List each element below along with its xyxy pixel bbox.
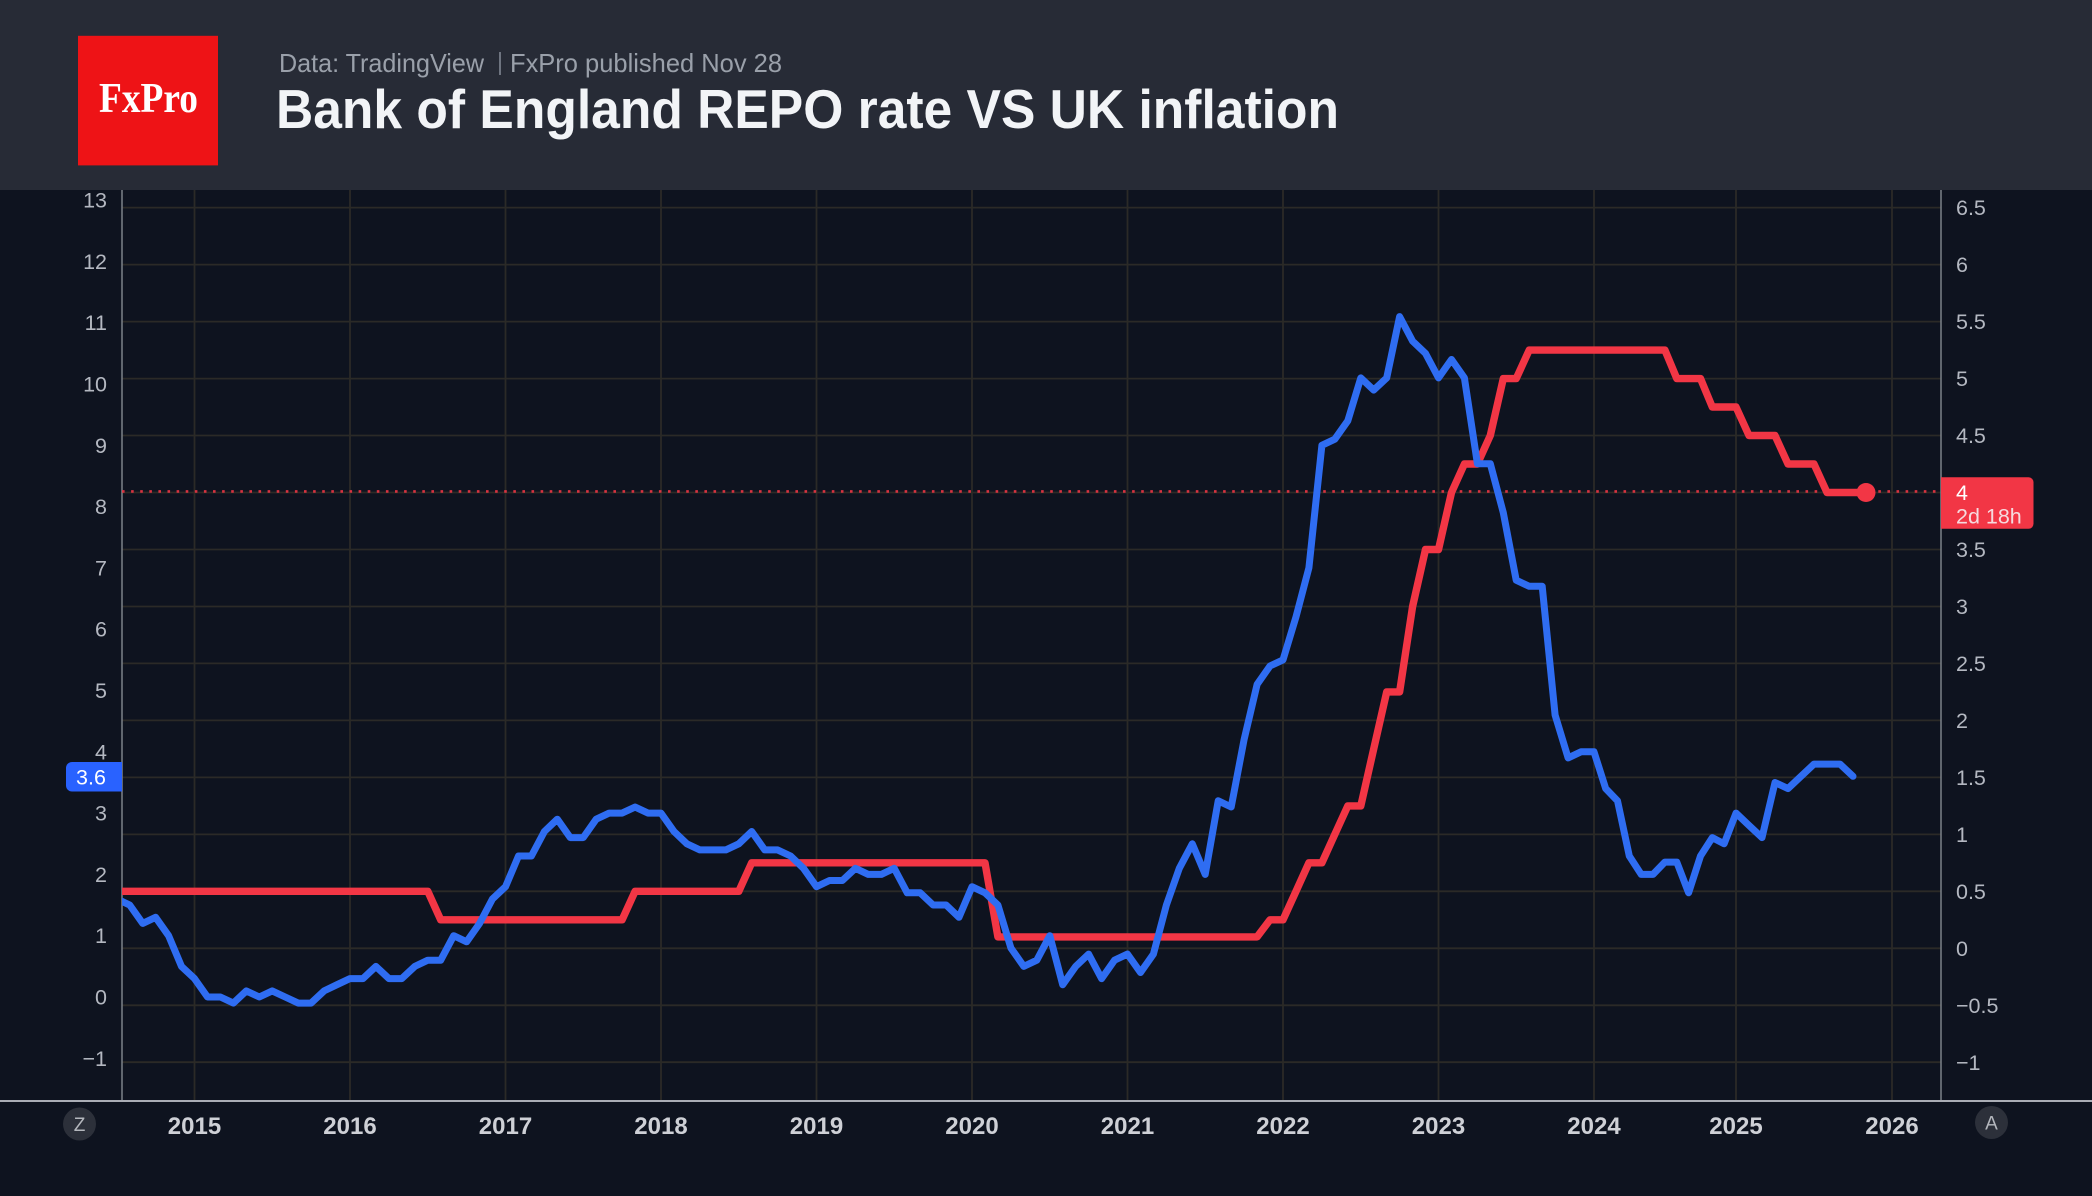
svg-text:−1: −1 xyxy=(1956,1051,1981,1075)
svg-text:6: 6 xyxy=(1956,253,1968,277)
svg-text:2022: 2022 xyxy=(1256,1113,1309,1140)
svg-text:2d 18h: 2d 18h xyxy=(1956,505,2022,529)
svg-text:4: 4 xyxy=(95,740,107,764)
svg-text:FxPro published Nov 28: FxPro published Nov 28 xyxy=(510,48,782,78)
svg-text:A: A xyxy=(1985,1114,1998,1135)
svg-text:4.5: 4.5 xyxy=(1956,424,1986,448)
svg-text:1.5: 1.5 xyxy=(1956,766,1986,790)
svg-text:0.5: 0.5 xyxy=(1956,880,1986,904)
svg-text:13: 13 xyxy=(83,189,107,213)
svg-text:5.5: 5.5 xyxy=(1956,310,1986,334)
svg-text:3: 3 xyxy=(1956,595,1968,619)
svg-text:8: 8 xyxy=(95,495,107,519)
svg-text:2.5: 2.5 xyxy=(1956,652,1986,676)
svg-text:Z: Z xyxy=(74,1115,86,1136)
svg-text:3.5: 3.5 xyxy=(1956,538,1986,562)
svg-text:2026: 2026 xyxy=(1865,1113,1918,1140)
svg-text:2016: 2016 xyxy=(323,1113,376,1140)
svg-text:2: 2 xyxy=(1956,709,1968,733)
svg-text:2023: 2023 xyxy=(1412,1113,1465,1140)
svg-text:3.6: 3.6 xyxy=(76,765,106,789)
svg-text:Bank of England REPO rate VS U: Bank of England REPO rate VS UK inflatio… xyxy=(276,79,1339,140)
svg-text:2017: 2017 xyxy=(479,1113,532,1140)
svg-text:6.5: 6.5 xyxy=(1956,196,1986,220)
svg-text:4: 4 xyxy=(1956,481,1968,505)
svg-text:6: 6 xyxy=(95,618,107,642)
svg-text:1: 1 xyxy=(95,924,107,948)
svg-text:2024: 2024 xyxy=(1567,1113,1621,1140)
svg-text:2025: 2025 xyxy=(1709,1113,1762,1140)
svg-text:1: 1 xyxy=(1956,823,1968,847)
svg-text:−0.5: −0.5 xyxy=(1956,994,1998,1018)
svg-text:5: 5 xyxy=(95,679,107,703)
svg-text:3: 3 xyxy=(95,802,107,826)
svg-text:7: 7 xyxy=(95,556,107,580)
svg-text:2: 2 xyxy=(95,863,107,887)
svg-text:Data: TradingView: Data: TradingView xyxy=(279,48,484,78)
svg-text:2020: 2020 xyxy=(945,1113,998,1140)
svg-text:5: 5 xyxy=(1956,367,1968,391)
svg-text:10: 10 xyxy=(83,373,107,397)
svg-text:11: 11 xyxy=(85,311,107,335)
svg-text:0: 0 xyxy=(95,986,107,1010)
svg-text:0: 0 xyxy=(1956,937,1968,961)
svg-text:2019: 2019 xyxy=(790,1113,843,1140)
svg-text:2015: 2015 xyxy=(168,1113,221,1140)
svg-text:2021: 2021 xyxy=(1101,1113,1154,1140)
svg-text:9: 9 xyxy=(95,434,107,458)
svg-text:−1: −1 xyxy=(82,1047,107,1071)
svg-text:12: 12 xyxy=(83,250,107,274)
svg-text:FxPro: FxPro xyxy=(99,76,198,122)
svg-text:2018: 2018 xyxy=(634,1113,687,1140)
